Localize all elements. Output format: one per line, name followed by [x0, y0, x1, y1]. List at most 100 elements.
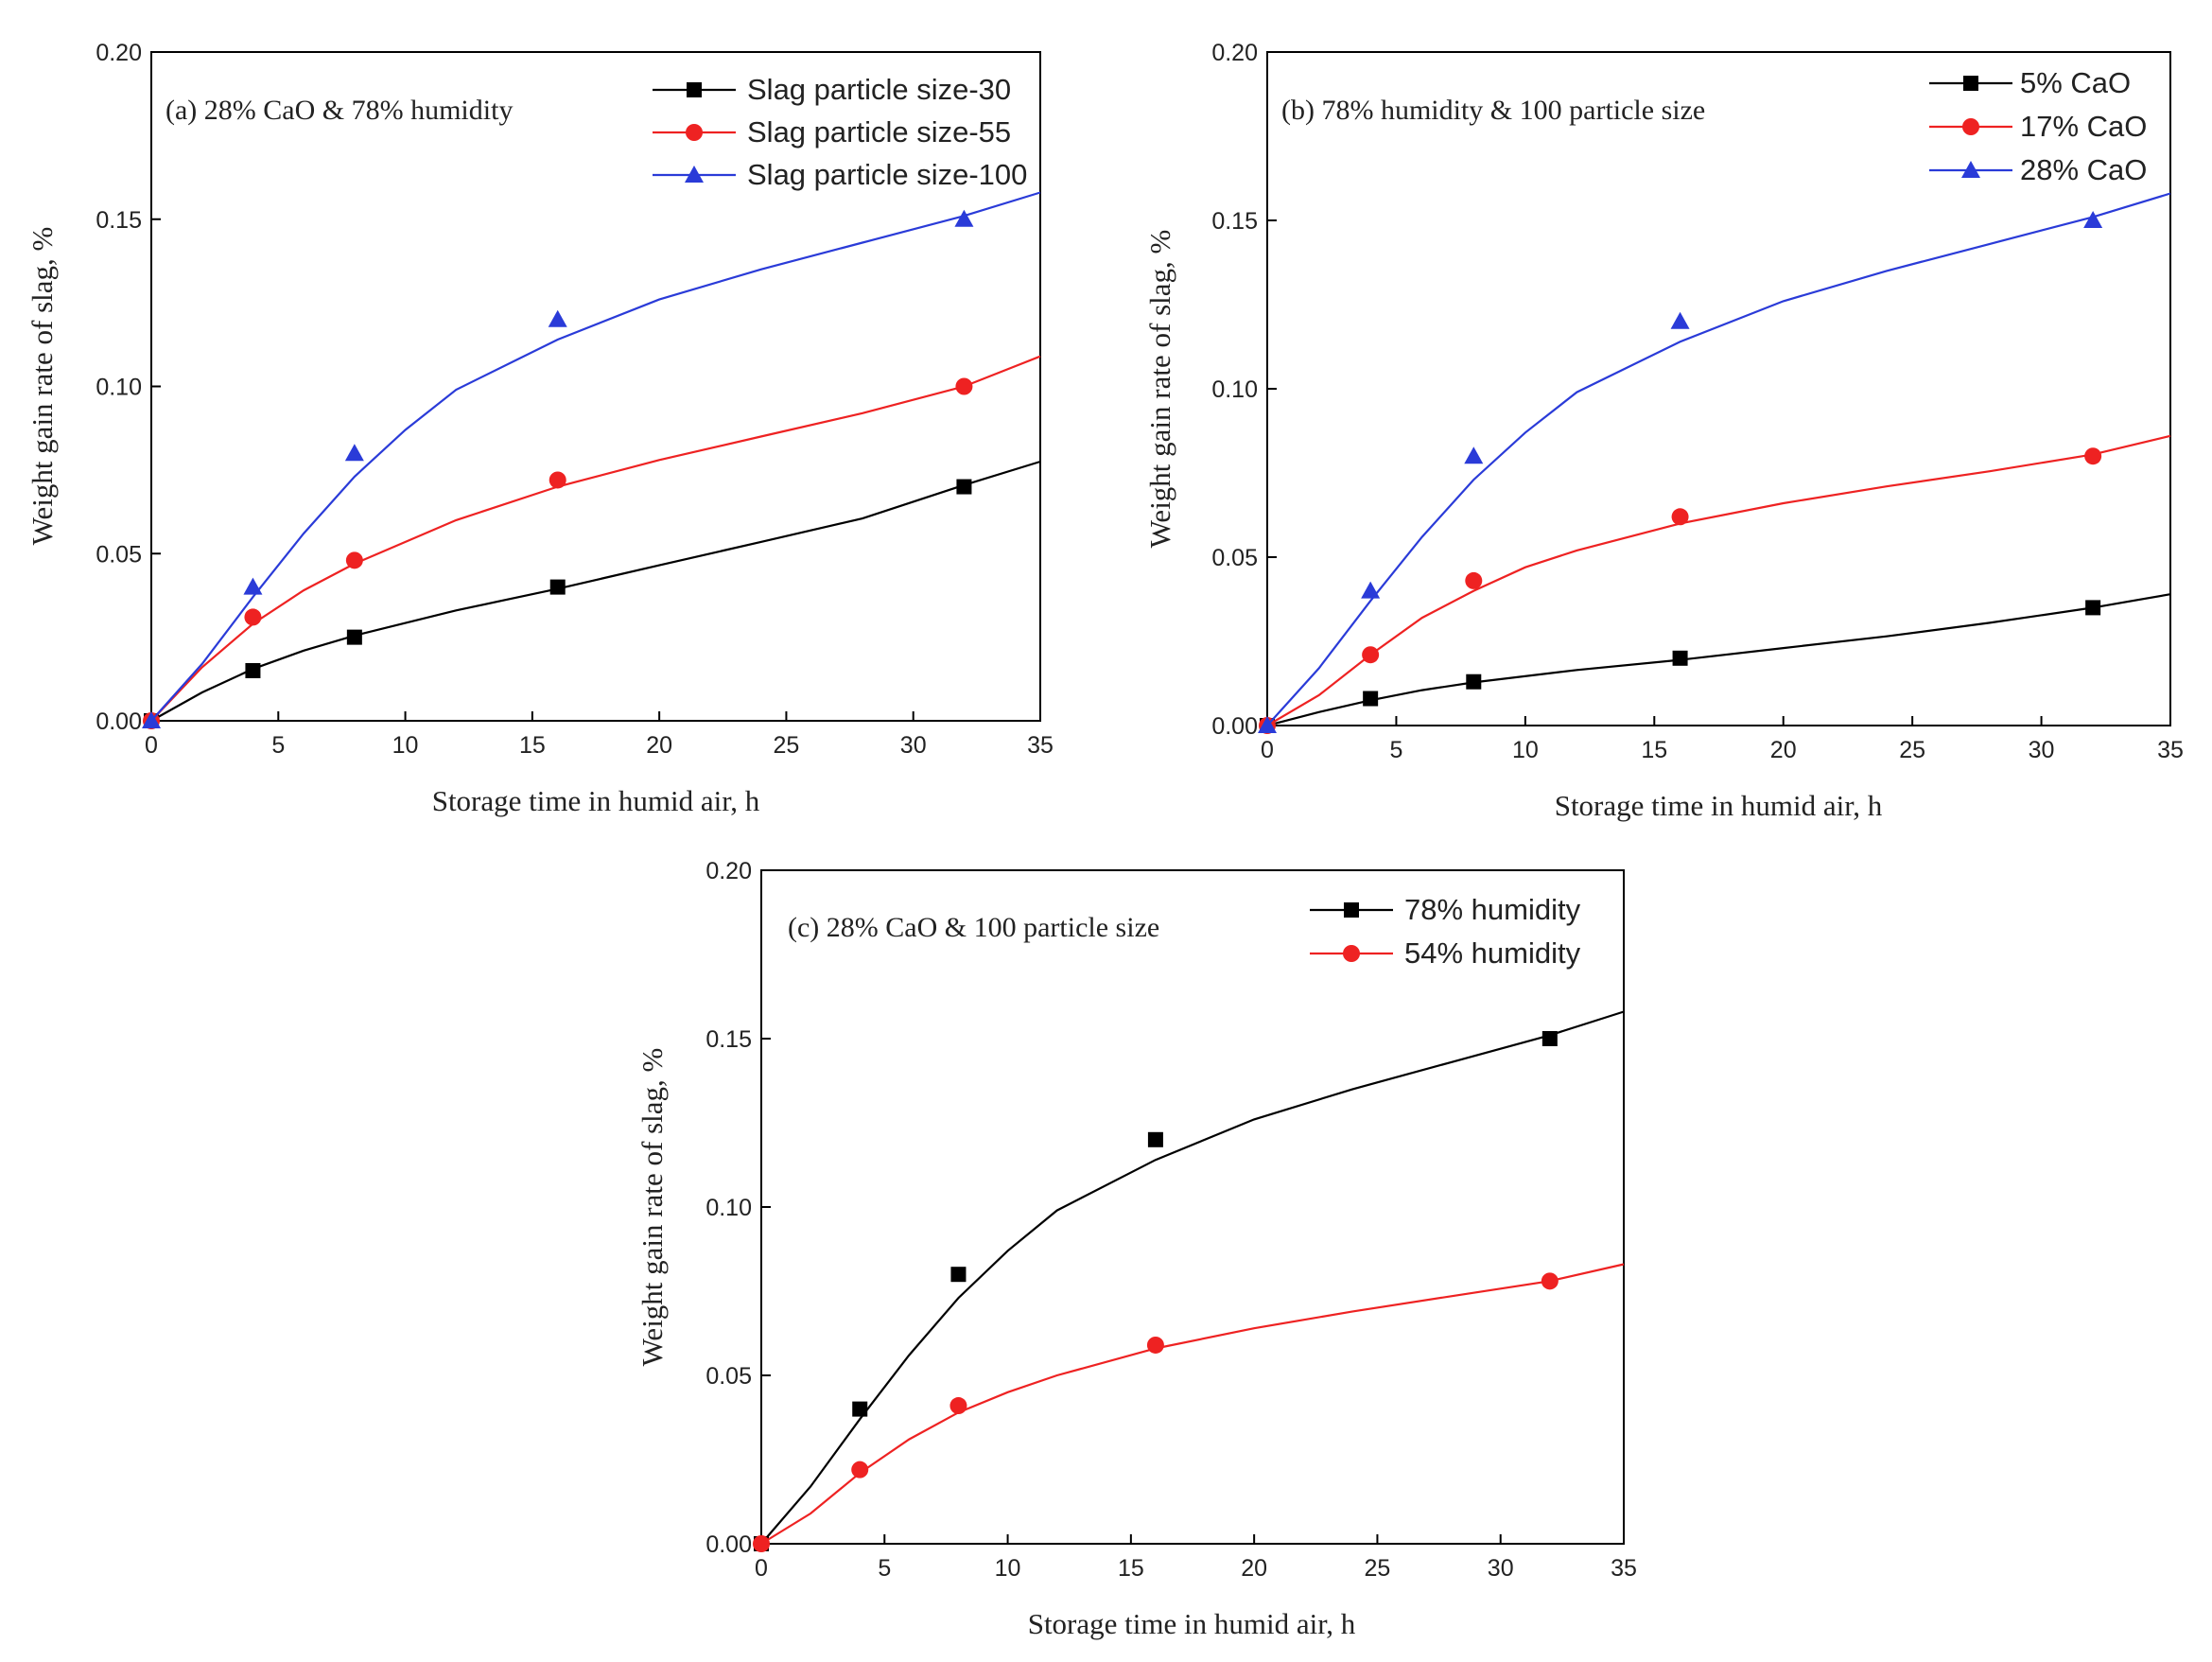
x-tick-label-c: 25	[1365, 1555, 1391, 1582]
data-point-c-0	[1541, 1031, 1558, 1046]
x-tick-label-c: 20	[1241, 1555, 1267, 1582]
x-tick-label-b: 0	[1261, 737, 1274, 763]
data-point-c-0	[1147, 1131, 1163, 1147]
legend-label-b-0: 5% CaO	[2020, 66, 2131, 99]
x-tick-label-b: 5	[1389, 737, 1402, 763]
data-point-a-1	[345, 551, 363, 569]
panel-a: (a) 28% CaO & 78% humidity Storage time …	[26, 40, 1054, 817]
data-point-b-2	[2083, 211, 2103, 228]
legend-marker-b-1	[1962, 118, 1979, 135]
x-tick-label-c: 30	[1488, 1555, 1514, 1582]
y-tick-label-b: 0.15	[1211, 208, 1258, 235]
x-tick-label-a: 10	[392, 732, 419, 759]
panel-c: (c) 28% CaO & 100 particle size Storage …	[636, 858, 1637, 1640]
y-tick-label-c: 0.05	[705, 1363, 752, 1390]
legend-label-b-1: 17% CaO	[2020, 110, 2147, 143]
legend-c: 78% humidity 54% humidity	[1310, 893, 1581, 970]
data-point-a-2	[548, 309, 567, 327]
y-tick-label-c: 0.10	[705, 1195, 752, 1221]
data-point-c-1	[949, 1397, 967, 1415]
data-point-a-2	[142, 711, 161, 728]
series-c-1	[753, 1263, 1625, 1552]
y-axis-title-a: Weight gain rate of slag, %	[26, 227, 59, 546]
data-point-b-1	[1465, 571, 1483, 589]
fit-curve-b-1	[1266, 434, 2171, 726]
y-tick-label-b: 0.05	[1211, 545, 1258, 571]
legend-label-a-1: Slag particle size-55	[747, 115, 1011, 149]
fit-curve-a-2	[150, 191, 1041, 722]
data-point-a-1	[955, 377, 973, 395]
x-tick-label-c: 35	[1611, 1555, 1637, 1582]
legend-marker-a-1	[686, 124, 703, 141]
x-tick-label-b: 25	[1899, 737, 1925, 763]
legend-a: Slag particle size-30 Slag particle size-…	[653, 73, 1027, 191]
legend-label-b-2: 28% CaO	[2020, 153, 2147, 186]
legend-label-a-0: Slag particle size-30	[747, 73, 1011, 106]
y-tick-label-a: 0.20	[96, 40, 142, 66]
data-point-a-0	[346, 629, 362, 645]
y-tick-label-a: 0.10	[96, 375, 142, 401]
panel-title-a: (a) 28% CaO & 78% humidity	[165, 95, 513, 126]
y-tick-label-c: 0.15	[705, 1026, 752, 1053]
series-c-0	[754, 1010, 1625, 1551]
data-point-c-0	[852, 1401, 868, 1417]
data-point-b-0	[1466, 674, 1482, 690]
x-tick-label-a: 15	[519, 732, 546, 759]
fit-curve-c-0	[760, 1010, 1625, 1545]
data-point-c-1	[1541, 1272, 1559, 1290]
y-tick-label-a: 0.05	[96, 541, 142, 568]
data-point-b-0	[2085, 600, 2101, 616]
legend-label-a-2: Slag particle size-100	[747, 158, 1027, 191]
data-point-c-1	[851, 1461, 869, 1478]
data-point-a-1	[549, 471, 566, 489]
legend-b: 5% CaO 17% CaO 28% CaO	[1929, 66, 2147, 186]
data-point-a-2	[954, 209, 974, 227]
x-tick-label-b: 15	[1641, 737, 1667, 763]
series-a-0	[144, 460, 1041, 728]
plot-frame-c	[760, 869, 1625, 1545]
fit-curve-b-2	[1266, 192, 2171, 726]
fit-curve-a-0	[150, 460, 1041, 722]
data-point-c-1	[753, 1535, 770, 1552]
series-a-2	[142, 191, 1041, 728]
x-tick-label-c: 10	[995, 1555, 1021, 1582]
x-tick-label-a: 30	[900, 732, 927, 759]
x-tick-label-b: 20	[1770, 737, 1797, 763]
x-tick-label-a: 0	[145, 732, 158, 759]
legend-label-c-0: 78% humidity	[1404, 893, 1581, 926]
data-point-a-0	[956, 479, 972, 495]
legend-marker-c-1	[1343, 945, 1360, 962]
y-axis-title-b: Weight gain rate of slag, %	[1143, 230, 1176, 549]
data-point-b-2	[1258, 716, 1277, 733]
fit-curve-a-1	[150, 355, 1041, 722]
data-point-a-1	[244, 608, 262, 626]
x-axis-title-c: Storage time in humid air, h	[1028, 1607, 1356, 1640]
series-b-2	[1258, 192, 2171, 733]
data-point-b-0	[1363, 691, 1379, 707]
panel-b: (b) 78% humidity & 100 particle size Sto…	[1143, 40, 2184, 822]
series-b-0	[1260, 593, 2171, 733]
data-point-b-2	[1361, 581, 1381, 599]
x-axis-title-b: Storage time in humid air, h	[1555, 789, 1883, 822]
series-a-1	[143, 355, 1041, 729]
y-tick-label-a: 0.15	[96, 207, 142, 234]
x-tick-label-a: 20	[646, 732, 672, 759]
legend-marker-c-0	[1344, 902, 1359, 918]
legend-label-c-1: 54% humidity	[1404, 936, 1581, 970]
y-axis-title-c: Weight gain rate of slag, %	[636, 1048, 669, 1367]
data-point-c-0	[950, 1267, 967, 1283]
legend-marker-b-0	[1963, 76, 1978, 91]
x-tick-label-b: 30	[2029, 737, 2055, 763]
data-point-b-2	[1464, 446, 1484, 464]
y-tick-label-b: 0.00	[1211, 713, 1258, 740]
data-point-c-1	[1146, 1336, 1164, 1354]
data-point-b-0	[1672, 650, 1688, 666]
fit-curve-b-0	[1266, 593, 2171, 727]
plot-frame-a	[150, 51, 1041, 722]
x-tick-label-c: 5	[878, 1555, 891, 1582]
x-tick-label-c: 0	[755, 1555, 768, 1582]
data-point-a-0	[245, 662, 261, 678]
data-point-b-1	[1671, 508, 1689, 526]
data-point-a-2	[344, 444, 364, 462]
